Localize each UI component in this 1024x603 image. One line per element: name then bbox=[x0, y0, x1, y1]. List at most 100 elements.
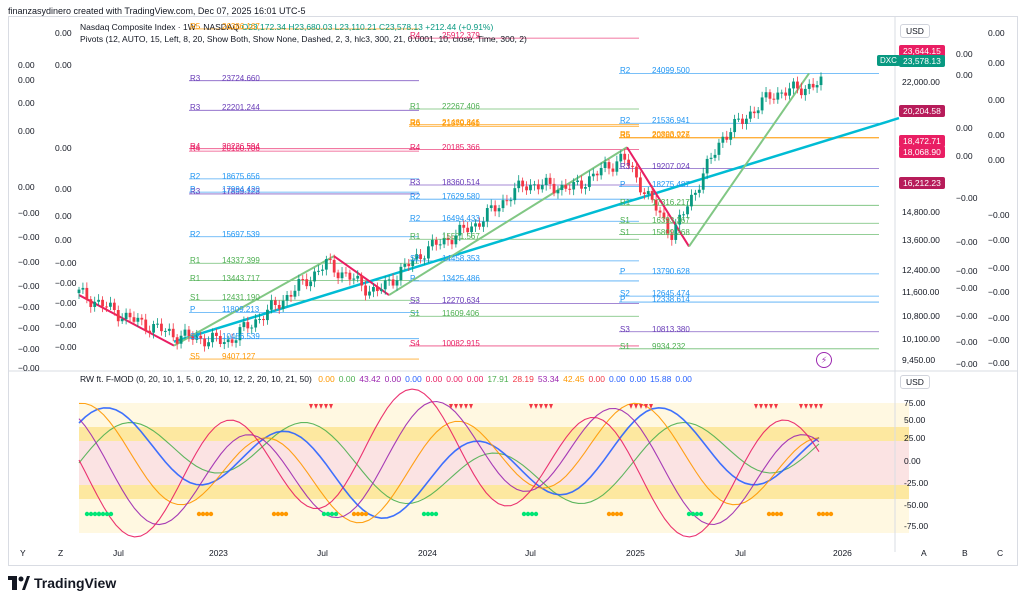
candle-body bbox=[321, 269, 324, 271]
candle-body bbox=[352, 278, 356, 280]
candle-body bbox=[175, 337, 179, 344]
right-value-outer: 0.00 bbox=[988, 155, 1005, 165]
pivot-level-value: 22201.244 bbox=[222, 103, 260, 113]
candle-body bbox=[591, 173, 595, 177]
signal-triangle bbox=[324, 404, 328, 409]
candle-body bbox=[360, 275, 364, 286]
pivot-level-tag: R4 bbox=[190, 141, 201, 151]
oscillator-values: 0.00 0.00 43.42 0.00 0.00 0.00 0.00 0.00 17.91 28… bbox=[314, 374, 692, 384]
right-value: −0.00 bbox=[956, 337, 978, 347]
pivot-level-tag: S1 bbox=[410, 309, 420, 319]
left-value: 0.00 bbox=[55, 143, 72, 153]
candle-body bbox=[254, 319, 258, 328]
signal-dot bbox=[778, 511, 784, 517]
pivot-level-value: 22267.406 bbox=[442, 102, 480, 112]
signal-dot bbox=[84, 511, 90, 517]
currency-label[interactable]: USD bbox=[900, 24, 930, 38]
signal-triangle bbox=[314, 404, 318, 409]
pivot-level-tag: R2 bbox=[190, 171, 201, 181]
candle-body bbox=[105, 306, 108, 308]
left-value-outer: 0.00 bbox=[18, 98, 35, 108]
signal-dot bbox=[283, 511, 289, 517]
candle-body bbox=[269, 300, 273, 310]
candle-body bbox=[690, 194, 693, 207]
left-value-outer: −0.00 bbox=[18, 281, 40, 291]
candle-body bbox=[678, 214, 682, 225]
signal-dot bbox=[104, 511, 110, 517]
oscillator-value: 0.00 bbox=[384, 374, 402, 384]
symbol-legend[interactable]: Nasdaq Composite Index · 1W · NASDAQ O23… bbox=[80, 22, 493, 32]
pivot-level-tag: S4 bbox=[410, 338, 420, 348]
flash-icon[interactable]: ⚡ bbox=[816, 352, 832, 368]
candle-body bbox=[222, 342, 226, 344]
axis-letter: B bbox=[962, 548, 968, 558]
tradingview-logo[interactable]: TradingView bbox=[8, 575, 116, 591]
right-value-outer: −0.00 bbox=[988, 210, 1010, 220]
pivots-legend[interactable]: Pivots (12, AUTO, 15, Left, 8, 20, Show … bbox=[80, 34, 527, 44]
oscillator-value: 42.45 bbox=[563, 374, 585, 384]
candle-body bbox=[752, 111, 756, 114]
signal-triangle bbox=[774, 404, 778, 409]
pivot-level-tag: R1 bbox=[620, 198, 631, 208]
signal-dot bbox=[329, 511, 335, 517]
candle-body bbox=[427, 246, 430, 259]
candle-body bbox=[238, 327, 242, 341]
chart-frame[interactable] bbox=[8, 16, 1018, 566]
chart-canvas[interactable] bbox=[9, 17, 1017, 565]
zigzag-segment bbox=[688, 72, 810, 248]
signal-triangle bbox=[639, 404, 643, 409]
pivot-level-value: 12338.614 bbox=[652, 295, 690, 305]
candle-body bbox=[179, 335, 183, 344]
pivot-level-tag: R3 bbox=[410, 177, 421, 187]
price-axis-label: 12,400.00 bbox=[902, 265, 940, 275]
pivot-level-value: 21536.941 bbox=[652, 116, 690, 126]
time-axis-label: 2026 bbox=[833, 548, 852, 558]
pivot-level-tag: P bbox=[620, 266, 626, 276]
candle-body bbox=[536, 184, 540, 190]
candle-body bbox=[372, 286, 375, 292]
candle-body bbox=[564, 184, 568, 189]
oscillator-legend[interactable]: RW ft. F-MOD (0, 20, 10, 1, 5, 0, 20, 10… bbox=[80, 374, 692, 384]
signal-triangle bbox=[449, 404, 453, 409]
candle-body bbox=[533, 184, 536, 186]
candle-body bbox=[611, 168, 615, 172]
candle-body bbox=[375, 286, 379, 292]
candle-body bbox=[109, 302, 112, 307]
pivot-level-tag: R5 bbox=[620, 130, 631, 140]
right-value-outer: −0.00 bbox=[988, 235, 1010, 245]
candle-body bbox=[305, 279, 309, 287]
candle-body bbox=[615, 161, 619, 172]
candle-body bbox=[309, 281, 313, 287]
left-value-outer: 0.00 bbox=[18, 75, 35, 85]
pivot-level-value: 17994.420 bbox=[222, 185, 260, 195]
candle-body bbox=[709, 157, 713, 159]
candle-body bbox=[764, 92, 768, 98]
signal-dot bbox=[355, 511, 361, 517]
oscillator-name: RW ft. F-MOD (0, 20, 10, 1, 5, 0, 20, 10… bbox=[80, 374, 312, 384]
candle-body bbox=[474, 223, 477, 227]
candle-body bbox=[281, 300, 285, 309]
candle-body bbox=[639, 177, 642, 193]
right-value-outer: −0.00 bbox=[988, 313, 1010, 323]
signal-triangle bbox=[319, 404, 323, 409]
candle-body bbox=[242, 322, 246, 328]
candle-body bbox=[729, 132, 733, 140]
candle-body bbox=[760, 97, 764, 111]
candle-body bbox=[340, 272, 344, 279]
tradingview-wordmark: TradingView bbox=[34, 575, 117, 591]
tradingview-mark-icon bbox=[8, 576, 30, 590]
price-axis-label: 13,600.00 bbox=[902, 235, 940, 245]
candle-body bbox=[631, 165, 634, 167]
pivot-level-value: 10082.915 bbox=[442, 338, 480, 348]
left-value: −0.00 bbox=[55, 258, 77, 268]
pivot-level-value: 11609.406 bbox=[442, 309, 480, 319]
left-value-outer: −0.00 bbox=[18, 208, 40, 218]
candle-body bbox=[705, 158, 709, 174]
left-value: 0.00 bbox=[55, 235, 72, 245]
candle-body bbox=[595, 173, 599, 176]
right-value-outer: −0.00 bbox=[988, 358, 1010, 368]
candle-body bbox=[399, 266, 403, 281]
pivot-level-tag: R2 bbox=[620, 66, 631, 76]
candle-body bbox=[403, 263, 407, 267]
oscillator-currency-label[interactable]: USD bbox=[900, 375, 930, 389]
